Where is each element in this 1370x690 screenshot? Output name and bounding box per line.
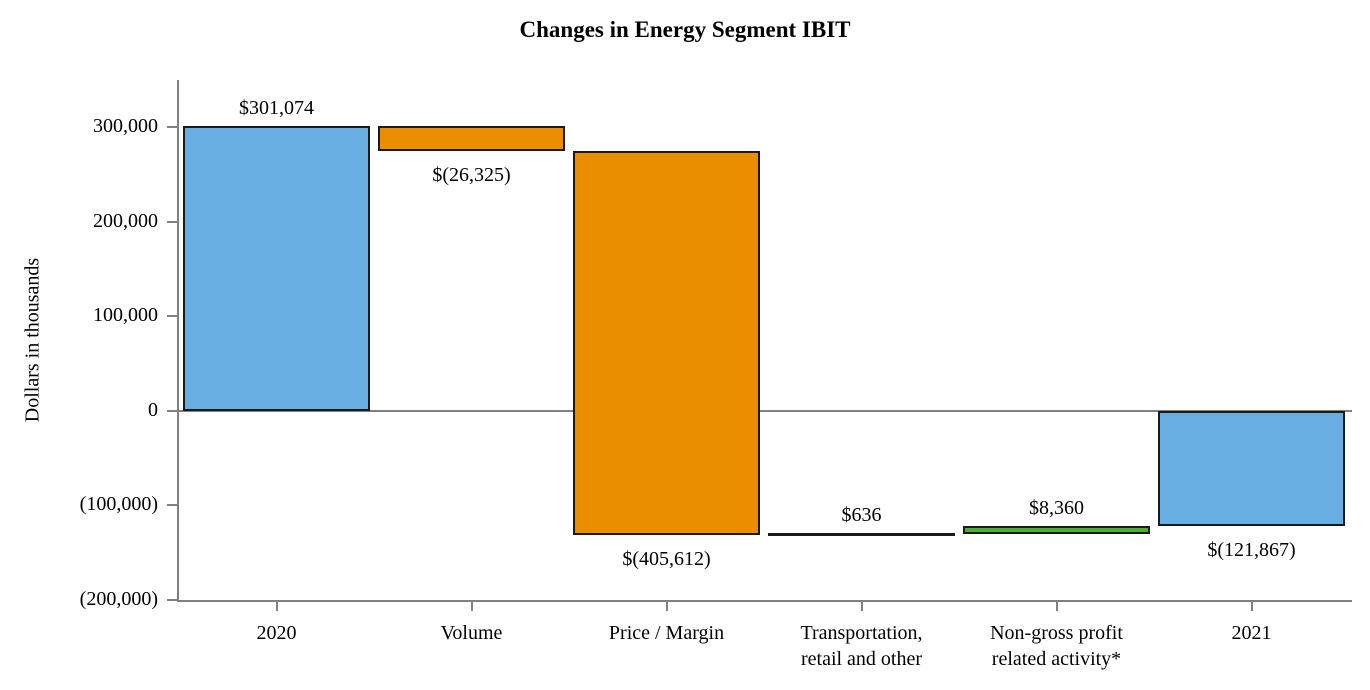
bar-volume [378, 126, 565, 152]
x-axis-line [177, 600, 1352, 602]
y-tick [167, 220, 177, 223]
x-category-label: Volume [440, 622, 503, 644]
y-tick [167, 504, 177, 507]
y-tick-label: 200,000 [93, 209, 158, 232]
y-tick [167, 599, 177, 601]
x-tick [470, 600, 473, 611]
x-category-label: Transportation, [800, 622, 923, 644]
x-category-label: 2021 [1231, 622, 1272, 644]
chart-title: Changes in Energy Segment IBIT [519, 17, 851, 42]
y-tick [167, 126, 177, 129]
x-category-label: 2020 [256, 622, 297, 644]
bar-value-label: $(405,612) [622, 547, 711, 570]
x-category-label: Non-gross profit [990, 622, 1123, 644]
y-axis-line [177, 80, 179, 602]
x-tick [1250, 600, 1253, 611]
bar-2020 [183, 126, 370, 411]
zero-baseline [179, 409, 1352, 412]
bar-value-label: $(121,867) [1207, 539, 1296, 562]
bar-2021 [1158, 410, 1345, 527]
bar-value-label: $(26,325) [432, 164, 511, 187]
y-tick-label: 0 [148, 398, 158, 421]
bar-transportation [768, 532, 955, 536]
y-tick-label: (100,000) [79, 493, 158, 516]
bar-value-label: $301,074 [239, 97, 314, 120]
x-tick [275, 600, 278, 611]
x-category-label: Price / Margin [608, 622, 725, 644]
y-tick [167, 409, 177, 412]
x-tick [1055, 600, 1058, 611]
bar-value-label: $636 [841, 503, 882, 526]
y-tick-label: 300,000 [93, 115, 158, 138]
y-tick-label: 100,000 [93, 304, 158, 327]
x-category-label: retail and other [800, 648, 923, 670]
y-tick-label: (200,000) [79, 588, 158, 610]
bar-price-margin [573, 151, 760, 535]
x-tick [860, 600, 863, 611]
bar-value-label: $8,360 [1029, 497, 1084, 520]
x-tick [665, 600, 668, 611]
y-tick [167, 315, 177, 318]
bar-non-gross-profit [963, 526, 1150, 535]
x-category-label: related activity* [991, 648, 1122, 670]
